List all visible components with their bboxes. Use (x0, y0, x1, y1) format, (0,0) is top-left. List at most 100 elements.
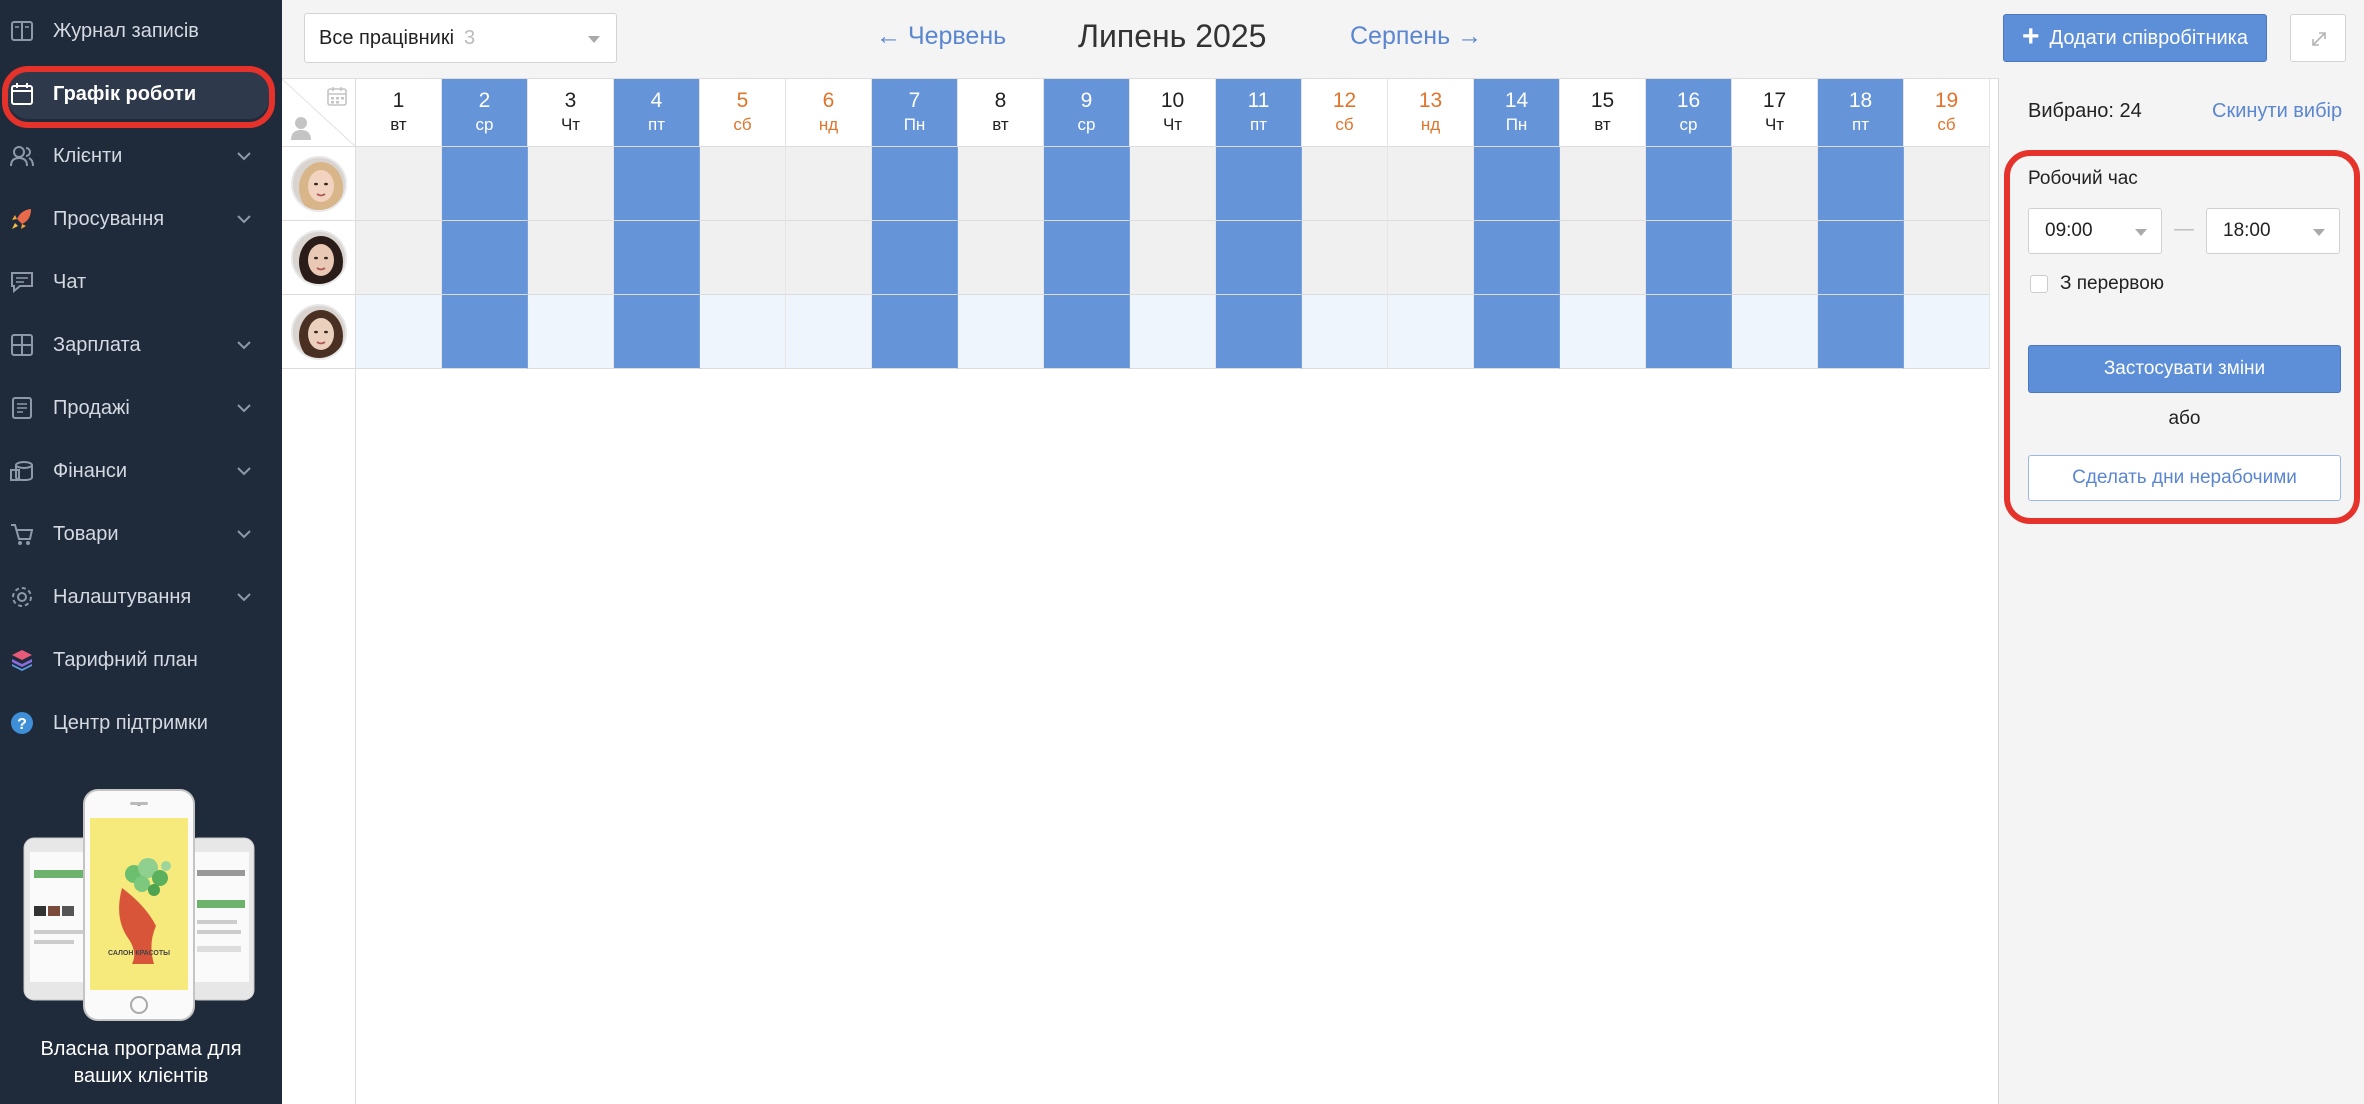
schedule-cell-off[interactable] (700, 295, 786, 369)
schedule-cell-off[interactable] (356, 221, 442, 295)
with-break-label[interactable]: З перервою (2060, 273, 2165, 294)
schedule-cell-working[interactable] (1044, 147, 1130, 221)
avatar-employee-1[interactable] (291, 156, 347, 212)
schedule-cell-working[interactable] (1044, 295, 1130, 369)
schedule-cell-off[interactable] (1388, 295, 1474, 369)
schedule-cell-working[interactable] (442, 147, 528, 221)
schedule-cell-off[interactable] (786, 295, 872, 369)
sidebar-item-11[interactable]: ? Центр підтримки (0, 695, 282, 751)
avatar-employee-3[interactable] (291, 304, 347, 360)
day-header[interactable]: 5 сб (700, 79, 786, 147)
schedule-cell-off[interactable] (528, 221, 614, 295)
day-header[interactable]: 4 пт (614, 79, 700, 147)
day-header[interactable]: 11 пт (1216, 79, 1302, 147)
schedule-cell-off[interactable] (356, 295, 442, 369)
next-month-link[interactable]: Серпень → (1350, 22, 1483, 50)
sidebar-item-7[interactable]: Фінанси (0, 443, 282, 499)
schedule-cell-off[interactable] (1904, 221, 1990, 295)
day-header[interactable]: 16 ср (1646, 79, 1732, 147)
add-employee-button[interactable]: + Додати співробітника (2003, 14, 2267, 62)
schedule-cell-working[interactable] (614, 147, 700, 221)
schedule-cell-working[interactable] (1474, 147, 1560, 221)
schedule-cell-working[interactable] (442, 295, 528, 369)
schedule-cell-off[interactable] (1560, 295, 1646, 369)
sidebar-item-9[interactable]: Налаштування (0, 569, 282, 625)
sidebar-item-5[interactable]: Зарплата (0, 317, 282, 373)
schedule-cell-working[interactable] (614, 221, 700, 295)
sidebar-item-1[interactable]: Графік роботи (8, 69, 269, 119)
schedule-cell-off[interactable] (1302, 147, 1388, 221)
day-header[interactable]: 1 вт (356, 79, 442, 147)
day-header[interactable]: 3 Чт (528, 79, 614, 147)
day-header[interactable]: 9 ср (1044, 79, 1130, 147)
time-to-select[interactable]: 18:00 (2206, 208, 2340, 254)
schedule-cell-off[interactable] (958, 147, 1044, 221)
day-header[interactable]: 7 Пн (872, 79, 958, 147)
apply-changes-button[interactable]: Застосувати зміни (2028, 345, 2341, 393)
schedule-cell-working[interactable] (1646, 295, 1732, 369)
calendar-grid-icon[interactable] (326, 85, 348, 107)
schedule-cell-working[interactable] (1818, 295, 1904, 369)
schedule-cell-off[interactable] (958, 295, 1044, 369)
schedule-cell-off[interactable] (1904, 147, 1990, 221)
sidebar-item-6[interactable]: Продажі (0, 380, 282, 436)
schedule-cell-off[interactable] (1130, 147, 1216, 221)
schedule-cell-off[interactable] (1302, 295, 1388, 369)
time-from-select[interactable]: 09:00 (2028, 208, 2162, 254)
with-break-checkbox[interactable] (2030, 275, 2048, 293)
sidebar-item-8[interactable]: Товари (0, 506, 282, 562)
employee-filter-select[interactable]: Все працівникі 3 (304, 13, 617, 63)
sidebar-item-3[interactable]: Просування (0, 191, 282, 247)
sidebar-item-2[interactable]: Клієнти (0, 128, 282, 184)
day-header[interactable]: 6 нд (786, 79, 872, 147)
app-promo[interactable]: САЛОН КРАСОТЫ (0, 780, 282, 1104)
schedule-cell-off[interactable] (700, 147, 786, 221)
schedule-cell-working[interactable] (614, 295, 700, 369)
schedule-cell-off[interactable] (958, 221, 1044, 295)
schedule-cell-off[interactable] (356, 147, 442, 221)
schedule-cell-off[interactable] (1130, 221, 1216, 295)
reset-selection-link[interactable]: Скинути вибір (2212, 100, 2343, 122)
day-header[interactable]: 2 ср (442, 79, 528, 147)
sidebar-item-10[interactable]: Тарифний план (0, 632, 282, 688)
day-header[interactable]: 14 Пн (1474, 79, 1560, 147)
day-header[interactable]: 8 вт (958, 79, 1044, 147)
schedule-cell-off[interactable] (1732, 295, 1818, 369)
schedule-cell-working[interactable] (1818, 221, 1904, 295)
avatar-employee-2[interactable] (291, 230, 347, 286)
day-header[interactable]: 19 сб (1904, 79, 1990, 147)
schedule-cell-off[interactable] (1732, 221, 1818, 295)
schedule-cell-working[interactable] (1216, 295, 1302, 369)
schedule-cell-working[interactable] (442, 221, 528, 295)
schedule-cell-working[interactable] (872, 147, 958, 221)
day-header[interactable]: 15 вт (1560, 79, 1646, 147)
promo-text[interactable]: Власна програма для ваших клієнтів (0, 1036, 282, 1090)
schedule-cell-off[interactable] (1302, 221, 1388, 295)
schedule-cell-off[interactable] (786, 221, 872, 295)
schedule-cell-working[interactable] (1646, 221, 1732, 295)
schedule-cell-off[interactable] (786, 147, 872, 221)
schedule-cell-off[interactable] (1560, 147, 1646, 221)
schedule-cell-off[interactable] (1904, 295, 1990, 369)
schedule-cell-working[interactable] (1216, 147, 1302, 221)
schedule-cell-working[interactable] (1474, 221, 1560, 295)
schedule-cell-off[interactable] (1560, 221, 1646, 295)
schedule-cell-off[interactable] (528, 147, 614, 221)
schedule-cell-off[interactable] (528, 295, 614, 369)
schedule-cell-off[interactable] (1732, 147, 1818, 221)
schedule-cell-working[interactable] (1216, 221, 1302, 295)
schedule-cell-off[interactable] (1388, 147, 1474, 221)
day-header[interactable]: 10 Чт (1130, 79, 1216, 147)
schedule-cell-working[interactable] (1044, 221, 1130, 295)
schedule-cell-working[interactable] (1646, 147, 1732, 221)
day-header[interactable]: 17 Чт (1732, 79, 1818, 147)
schedule-cell-off[interactable] (1388, 221, 1474, 295)
schedule-cell-working[interactable] (872, 295, 958, 369)
schedule-cell-working[interactable] (872, 221, 958, 295)
schedule-cell-working[interactable] (1818, 147, 1904, 221)
user-icon[interactable] (290, 115, 312, 141)
schedule-cell-working[interactable] (1474, 295, 1560, 369)
sidebar-item-4[interactable]: Чат (0, 254, 282, 310)
sidebar-item-0[interactable]: Журнал записів (0, 3, 282, 59)
prev-month-link[interactable]: ← Червень (876, 22, 1007, 50)
